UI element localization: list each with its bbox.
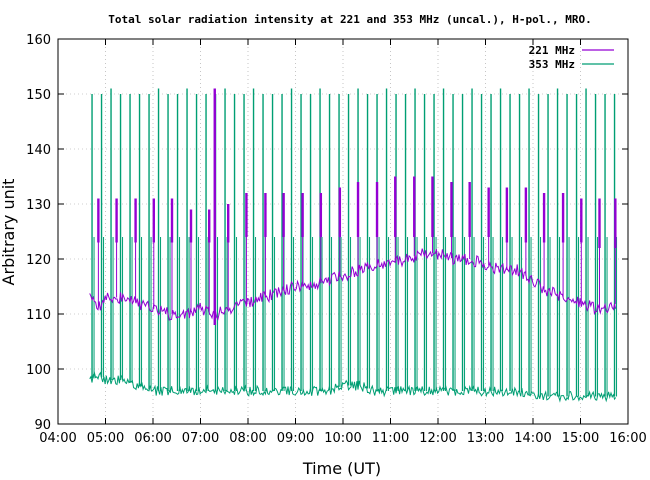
spike-221 bbox=[356, 182, 360, 237]
x-tick-label: 10:00 bbox=[324, 431, 361, 446]
x-tick-label: 11:00 bbox=[372, 431, 409, 446]
x-tick-label: 07:00 bbox=[182, 431, 219, 446]
y-tick-label: 130 bbox=[26, 198, 51, 213]
x-tick-label: 08:00 bbox=[229, 431, 266, 446]
chart-title: Total solar radiation intensity at 221 a… bbox=[108, 13, 591, 26]
legend: 221 MHz 353 MHz bbox=[529, 44, 614, 71]
y-tick-label: 160 bbox=[26, 33, 51, 48]
y-tick-label: 90 bbox=[34, 418, 51, 433]
spike-221 bbox=[264, 193, 267, 237]
y-tick-label: 140 bbox=[26, 143, 51, 158]
spike-221 bbox=[468, 182, 471, 237]
x-tick-label: 16:00 bbox=[609, 431, 646, 446]
spike-221 bbox=[487, 187, 490, 237]
spike-221 bbox=[319, 193, 323, 237]
spike-221 bbox=[134, 198, 137, 243]
spike-221 bbox=[580, 198, 583, 243]
legend-label-353: 353 MHz bbox=[529, 58, 575, 71]
y-tick-labels: 90 100 110 120 130 140 150 160 bbox=[26, 33, 51, 433]
x-tick-label: 12:00 bbox=[419, 431, 456, 446]
series-221-mhz bbox=[89, 88, 617, 325]
series-baseline bbox=[89, 371, 617, 403]
legend-label-221: 221 MHz bbox=[529, 44, 575, 57]
spike-221 bbox=[227, 204, 230, 243]
spike-221 bbox=[505, 187, 509, 243]
y-tick-label: 150 bbox=[26, 88, 51, 103]
y-tick-label: 100 bbox=[26, 363, 51, 378]
spike-221 bbox=[245, 193, 248, 237]
spike-221 bbox=[450, 182, 453, 237]
x-tick-label: 14:00 bbox=[514, 431, 551, 446]
x-tick-label: 15:00 bbox=[562, 431, 599, 446]
series-baseline bbox=[89, 248, 617, 321]
spike-221 bbox=[152, 198, 155, 243]
spike-221 bbox=[524, 187, 528, 243]
spike-221 bbox=[413, 176, 416, 237]
spike-221 bbox=[301, 193, 304, 237]
spike-221 bbox=[97, 198, 100, 243]
spike-221 bbox=[394, 176, 397, 237]
y-axis-label: Arbitrary unit bbox=[0, 179, 18, 286]
series-layer bbox=[89, 88, 618, 403]
ticks bbox=[57, 38, 629, 425]
spike-221 bbox=[542, 193, 546, 243]
spike-221 bbox=[375, 182, 379, 237]
spike-221 bbox=[338, 187, 342, 237]
grid bbox=[58, 39, 628, 424]
x-tick-labels: 04:00 05:00 06:00 07:00 08:00 09:00 10:00 11:00… bbox=[39, 431, 646, 446]
x-tick-label: 13:00 bbox=[467, 431, 504, 446]
x-tick-label: 06:00 bbox=[134, 431, 171, 446]
spike-221 bbox=[170, 198, 174, 243]
spike-221 bbox=[208, 209, 211, 243]
spike-221 bbox=[189, 209, 193, 243]
x-tick-label: 05:00 bbox=[87, 431, 124, 446]
spike-221 bbox=[431, 176, 434, 237]
spike-221 bbox=[282, 193, 285, 237]
spike-221 bbox=[614, 198, 617, 248]
spike-221 bbox=[213, 88, 216, 325]
x-tick-label: 04:00 bbox=[39, 431, 76, 446]
x-tick-label: 09:00 bbox=[277, 431, 314, 446]
spike-221 bbox=[561, 193, 565, 243]
spike-221 bbox=[598, 198, 601, 248]
spike-221 bbox=[115, 198, 118, 243]
series-353-mhz bbox=[89, 88, 618, 403]
y-tick-label: 120 bbox=[26, 253, 51, 268]
x-axis-label: Time (UT) bbox=[302, 459, 381, 478]
y-tick-label: 110 bbox=[26, 308, 51, 323]
